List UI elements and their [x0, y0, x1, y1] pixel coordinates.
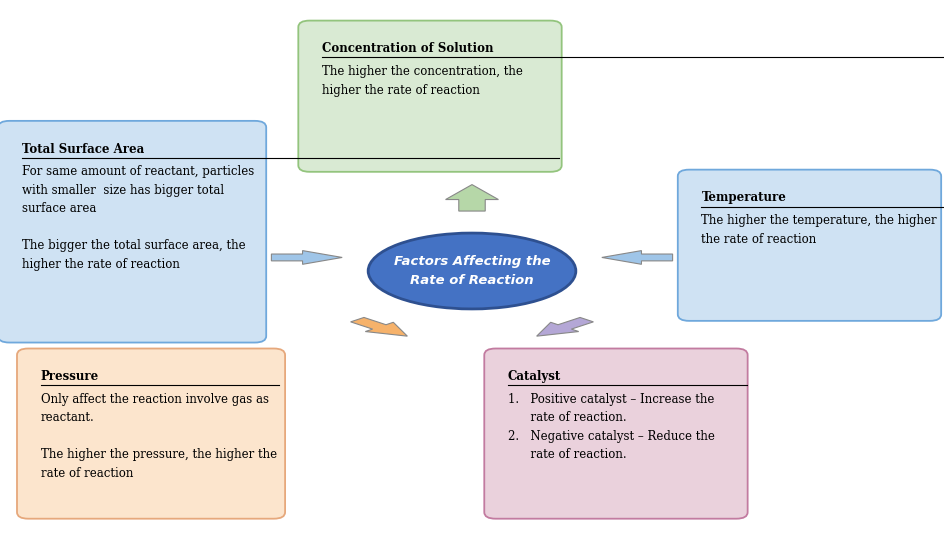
Text: The higher the temperature, the higher
the rate of reaction: The higher the temperature, the higher t…: [701, 214, 937, 246]
Ellipse shape: [368, 233, 576, 309]
FancyBboxPatch shape: [17, 349, 285, 519]
FancyBboxPatch shape: [484, 349, 748, 519]
Polygon shape: [446, 185, 498, 211]
Text: Total Surface Area: Total Surface Area: [22, 143, 144, 156]
FancyBboxPatch shape: [298, 21, 562, 172]
Polygon shape: [272, 250, 342, 264]
Text: 1.   Positive catalyst – Increase the
      rate of reaction.
2.   Negative cata: 1. Positive catalyst – Increase the rate…: [508, 393, 715, 461]
Polygon shape: [602, 250, 672, 264]
Text: Only affect the reaction involve gas as
reactant.

The higher the pressure, the : Only affect the reaction involve gas as …: [41, 393, 277, 480]
Text: For same amount of reactant, particles
with smaller  size has bigger total
surfa: For same amount of reactant, particles w…: [22, 165, 254, 271]
Text: Concentration of Solution: Concentration of Solution: [322, 42, 494, 55]
FancyBboxPatch shape: [678, 170, 941, 321]
Text: Catalyst: Catalyst: [508, 370, 561, 383]
Polygon shape: [350, 318, 408, 336]
Text: Temperature: Temperature: [701, 191, 786, 204]
Text: Pressure: Pressure: [41, 370, 99, 383]
Text: The higher the concentration, the
higher the rate of reaction: The higher the concentration, the higher…: [322, 65, 523, 96]
Text: Factors Affecting the
Rate of Reaction: Factors Affecting the Rate of Reaction: [394, 255, 550, 287]
Polygon shape: [536, 318, 594, 336]
FancyBboxPatch shape: [0, 121, 266, 343]
